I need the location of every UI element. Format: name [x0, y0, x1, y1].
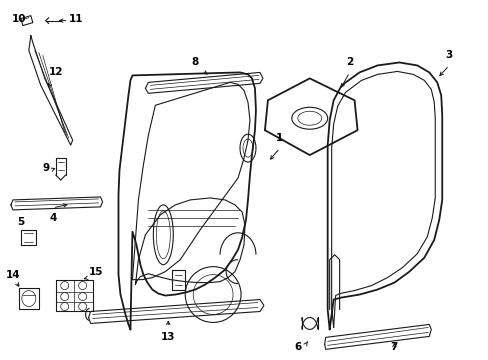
Text: 2: 2: [346, 58, 352, 67]
Text: 11: 11: [68, 14, 83, 24]
Text: 14: 14: [5, 270, 20, 280]
Text: 10: 10: [12, 14, 26, 24]
Text: 7: 7: [390, 342, 397, 352]
Text: 1: 1: [276, 133, 283, 143]
Text: 15: 15: [88, 267, 102, 276]
Text: 9: 9: [42, 163, 49, 173]
Text: 13: 13: [161, 332, 175, 342]
Text: 12: 12: [48, 67, 63, 77]
Text: 8: 8: [191, 58, 199, 67]
Text: 4: 4: [49, 213, 56, 223]
Text: 5: 5: [17, 217, 24, 227]
Text: 3: 3: [445, 50, 452, 60]
Text: 6: 6: [294, 342, 301, 352]
